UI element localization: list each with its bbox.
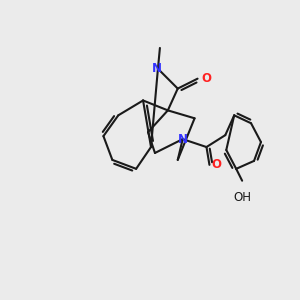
- Text: N: N: [178, 133, 188, 146]
- Text: O: O: [202, 72, 212, 85]
- Text: N: N: [152, 62, 162, 75]
- Text: O: O: [212, 158, 221, 171]
- Text: OH: OH: [233, 190, 251, 204]
